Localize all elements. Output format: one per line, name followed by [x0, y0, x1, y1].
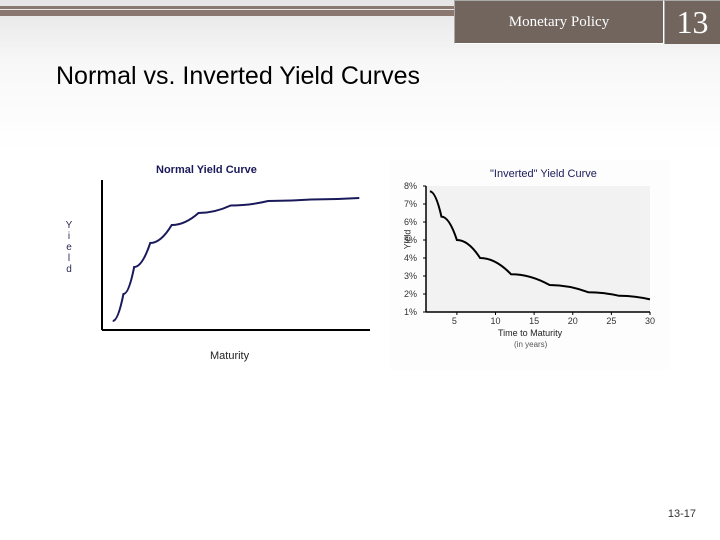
chart-inverted-ytick: 2%: [404, 289, 424, 299]
chart-inverted-xtick: 10: [491, 316, 501, 326]
chart-inverted-svg: [390, 160, 670, 370]
chapter-number: 13: [664, 0, 720, 44]
chart-inverted-xtick: 15: [529, 316, 539, 326]
slide-header: Monetary Policy 13: [0, 0, 720, 42]
chart-normal-yield: Normal Yield Curve Yield Maturity: [60, 160, 390, 370]
chart-inverted-xtick: 20: [568, 316, 578, 326]
header-title-box: Monetary Policy: [454, 0, 664, 44]
slide-footer: 13-17: [668, 508, 696, 520]
chart-inverted-yield: "Inverted" Yield Curve 1%2%3%4%5%6%7%8% …: [390, 160, 670, 370]
chart-inverted-ytick: 7%: [404, 199, 424, 209]
chart-inverted-xtick: 5: [452, 316, 457, 326]
header-title: Monetary Policy: [509, 14, 609, 31]
chart-normal-ylabel: Yield: [64, 220, 74, 275]
chart-inverted-ytick: 3%: [404, 271, 424, 281]
chart-inverted-xsublabel: (in years): [514, 340, 547, 349]
chart-normal-xlabel: Maturity: [210, 350, 249, 362]
slide-title: Normal vs. Inverted Yield Curves: [56, 62, 420, 91]
chart-inverted-ylabel: Yield: [403, 220, 414, 260]
chart-inverted-ytick: 8%: [404, 181, 424, 191]
chart-inverted-xtick: 30: [645, 316, 655, 326]
chart-normal-title: Normal Yield Curve: [156, 164, 257, 176]
chart-inverted-xlabel: Time to Maturity: [498, 328, 562, 338]
chart-normal-svg: [60, 160, 390, 370]
chart-inverted-xtick: 25: [606, 316, 616, 326]
chart-inverted-ytick: 1%: [404, 307, 424, 317]
